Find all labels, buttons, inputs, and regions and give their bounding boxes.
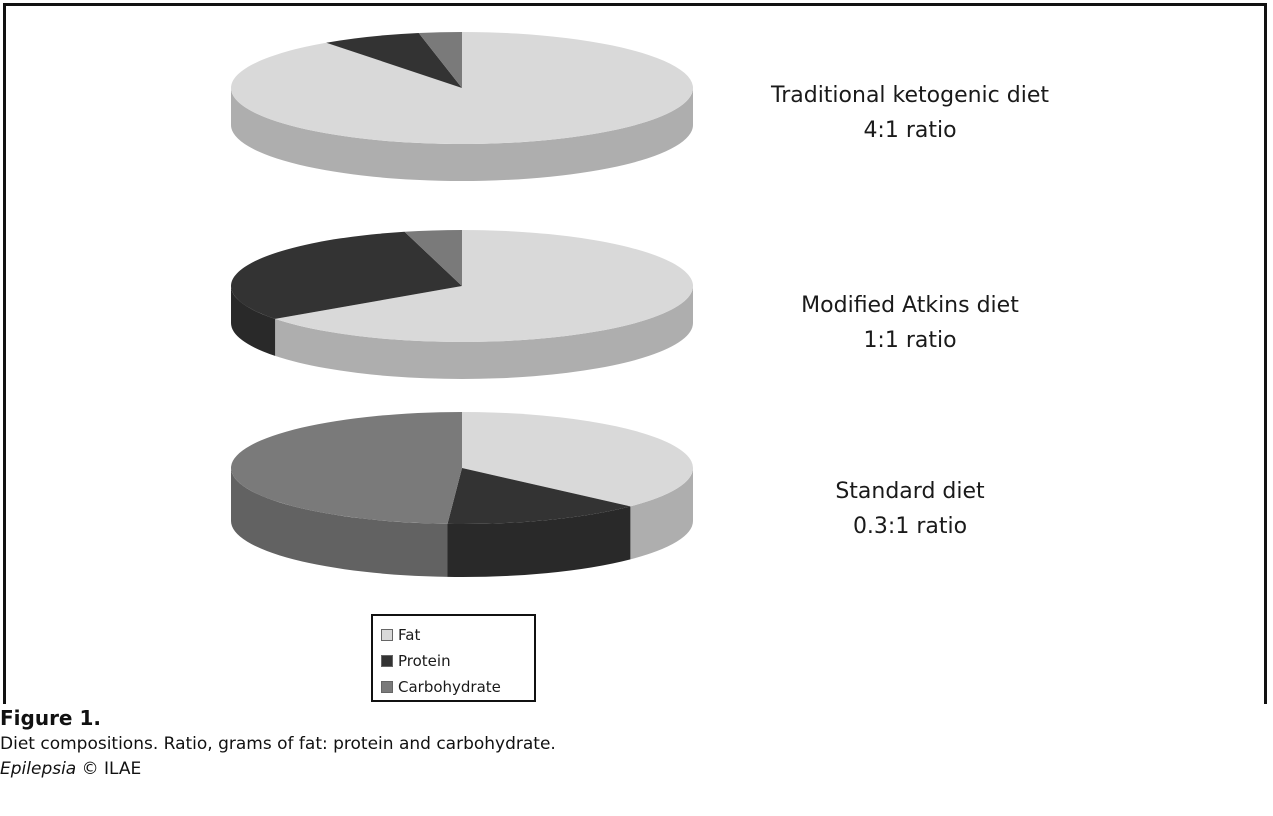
pie-standard-slice-fat [462, 412, 693, 507]
figure-credit: Epilepsia © ILAE [0, 757, 1273, 782]
copyright-text: © ILAE [81, 759, 142, 779]
legend-item-carbohydrate: Carbohydrate [381, 674, 526, 700]
pie-ketogenic-slice-protein [326, 32, 462, 88]
pie-standard-slice-protein [447, 468, 631, 525]
pie-atkins [230, 230, 693, 380]
pie-label-ketogenic-name: Traditional ketogenic diet [771, 83, 1049, 108]
pie-charts [230, 32, 694, 578]
figure-label: Figure 1. [0, 706, 101, 730]
pie-label-standard-ratio: 0.3:1 ratio [852, 514, 968, 539]
pie-label-atkins: Modified Atkins diet 1:1 ratio [700, 288, 1120, 358]
figure-caption: Figure 1. Diet compositions. Ratio, gram… [0, 704, 1273, 782]
figure-frame [3, 3, 1267, 704]
legend-label-protein: Protein [398, 652, 451, 670]
legend-swatch-protein [381, 655, 393, 667]
pie-label-atkins-ratio: 1:1 ratio [863, 328, 957, 353]
chart-legend: Fat Protein Carbohydrate [371, 614, 536, 702]
pie-label-ketogenic-ratio: 4:1 ratio [863, 118, 957, 143]
legend-item-protein: Protein [381, 648, 526, 674]
pie-label-atkins-name: Modified Atkins diet [801, 293, 1019, 318]
pie-standard-side-protein [447, 506, 631, 578]
pie-standard [230, 412, 693, 578]
pie-atkins-side-protein [231, 286, 276, 356]
pie-standard-side-fat [630, 468, 693, 560]
pie-atkins-slice-carbohydrate [404, 230, 462, 286]
journal-name: Epilepsia [0, 759, 77, 779]
legend-swatch-carbohydrate [381, 681, 393, 693]
pie-atkins-slice-fat [275, 230, 693, 342]
pie-standard-side-carbohydrate [231, 468, 448, 577]
legend-label-fat: Fat [398, 626, 421, 644]
legend-item-fat: Fat [381, 622, 526, 648]
pie-atkins-side-fat [275, 286, 693, 380]
pie-ketogenic-side-fat [231, 88, 693, 181]
pie-standard-slice-carbohydrate [230, 412, 462, 524]
pie-label-ketogenic: Traditional ketogenic diet 4:1 ratio [700, 78, 1120, 148]
pie-ketogenic [230, 32, 694, 181]
legend-label-carbohydrate: Carbohydrate [398, 678, 501, 696]
figure-caption-text: Diet compositions. Ratio, grams of fat: … [0, 734, 556, 754]
legend-swatch-fat [381, 629, 393, 641]
pie-atkins-slice-protein [230, 231, 462, 319]
pie-label-standard-name: Standard diet [835, 479, 985, 504]
pie-ketogenic-slice-carbohydrate [418, 32, 462, 88]
pie-label-standard: Standard diet 0.3:1 ratio [700, 474, 1120, 544]
